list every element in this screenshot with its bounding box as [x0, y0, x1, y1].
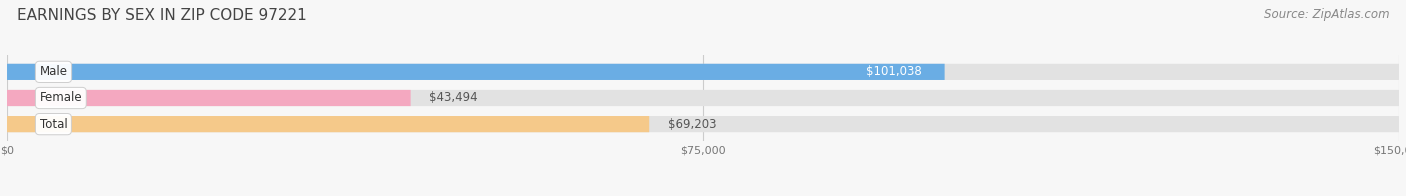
Bar [7, 111, 1399, 137]
Text: $101,038: $101,038 [866, 65, 921, 78]
Text: Total: Total [39, 118, 67, 131]
FancyBboxPatch shape [7, 64, 945, 80]
FancyBboxPatch shape [7, 116, 650, 132]
Text: $69,203: $69,203 [668, 118, 716, 131]
FancyBboxPatch shape [7, 64, 1399, 80]
Text: $43,494: $43,494 [429, 92, 478, 104]
FancyBboxPatch shape [7, 90, 411, 106]
FancyBboxPatch shape [7, 90, 1399, 106]
Bar [7, 85, 1399, 111]
Text: Male: Male [39, 65, 67, 78]
Text: Source: ZipAtlas.com: Source: ZipAtlas.com [1264, 8, 1389, 21]
Bar [7, 59, 1399, 85]
FancyBboxPatch shape [7, 116, 1399, 132]
Text: Female: Female [39, 92, 82, 104]
Text: EARNINGS BY SEX IN ZIP CODE 97221: EARNINGS BY SEX IN ZIP CODE 97221 [17, 8, 307, 23]
